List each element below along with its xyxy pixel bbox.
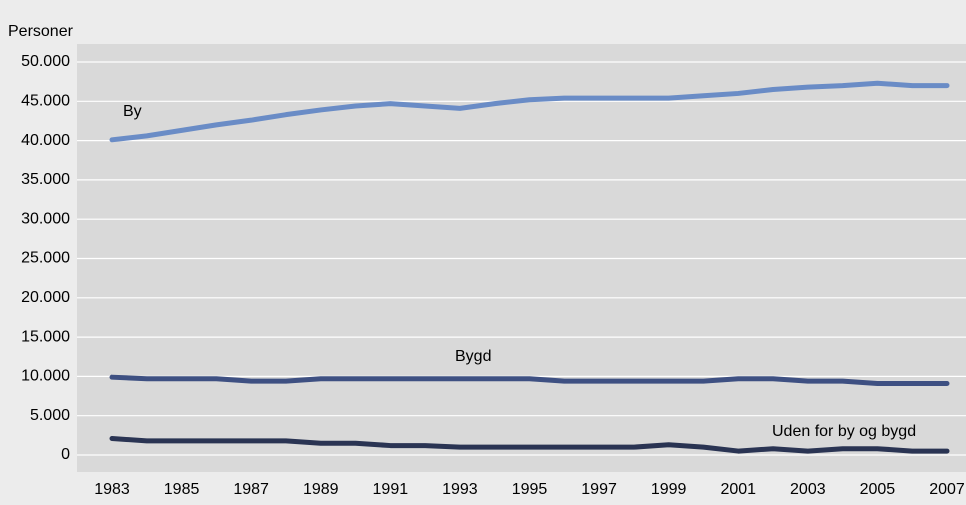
y-tick-label: 45.000 — [21, 93, 70, 110]
x-tick-label: 1989 — [303, 481, 339, 498]
y-tick-label: 35.000 — [21, 171, 70, 188]
y-tick-label: 25.000 — [21, 250, 70, 267]
x-tick-label: 1995 — [512, 481, 548, 498]
x-tick-label: 2003 — [790, 481, 826, 498]
series-label: Uden for by og bygd — [772, 423, 916, 440]
series-line — [109, 374, 950, 386]
y-tick-label: 10.000 — [21, 368, 70, 385]
x-tick-label: 1997 — [581, 481, 617, 498]
x-tick-label: 1999 — [651, 481, 687, 498]
x-tick-label: 2005 — [860, 481, 896, 498]
x-tick-label: 2007 — [929, 481, 965, 498]
series-label: By — [123, 103, 142, 120]
y-tick-label: 15.000 — [21, 328, 70, 345]
x-tick-label: 1987 — [233, 481, 269, 498]
y-tick-label: 40.000 — [21, 132, 70, 149]
y-tick-label: 0 — [61, 446, 70, 463]
y-tick-label: 5.000 — [30, 407, 70, 424]
y-tick-label: 50.000 — [21, 53, 70, 70]
x-tick-label: 1985 — [164, 481, 200, 498]
x-tick-label: 1991 — [373, 481, 409, 498]
series-line — [109, 80, 950, 143]
series-line — [109, 435, 950, 454]
x-tick-label: 1983 — [94, 481, 130, 498]
x-tick-label: 1993 — [442, 481, 478, 498]
y-axis-label: Personer — [8, 23, 74, 40]
y-tick-label: 30.000 — [21, 210, 70, 227]
series-label: Bygd — [455, 348, 491, 365]
x-tick-label: 2001 — [720, 481, 756, 498]
y-tick-label: 20.000 — [21, 289, 70, 306]
